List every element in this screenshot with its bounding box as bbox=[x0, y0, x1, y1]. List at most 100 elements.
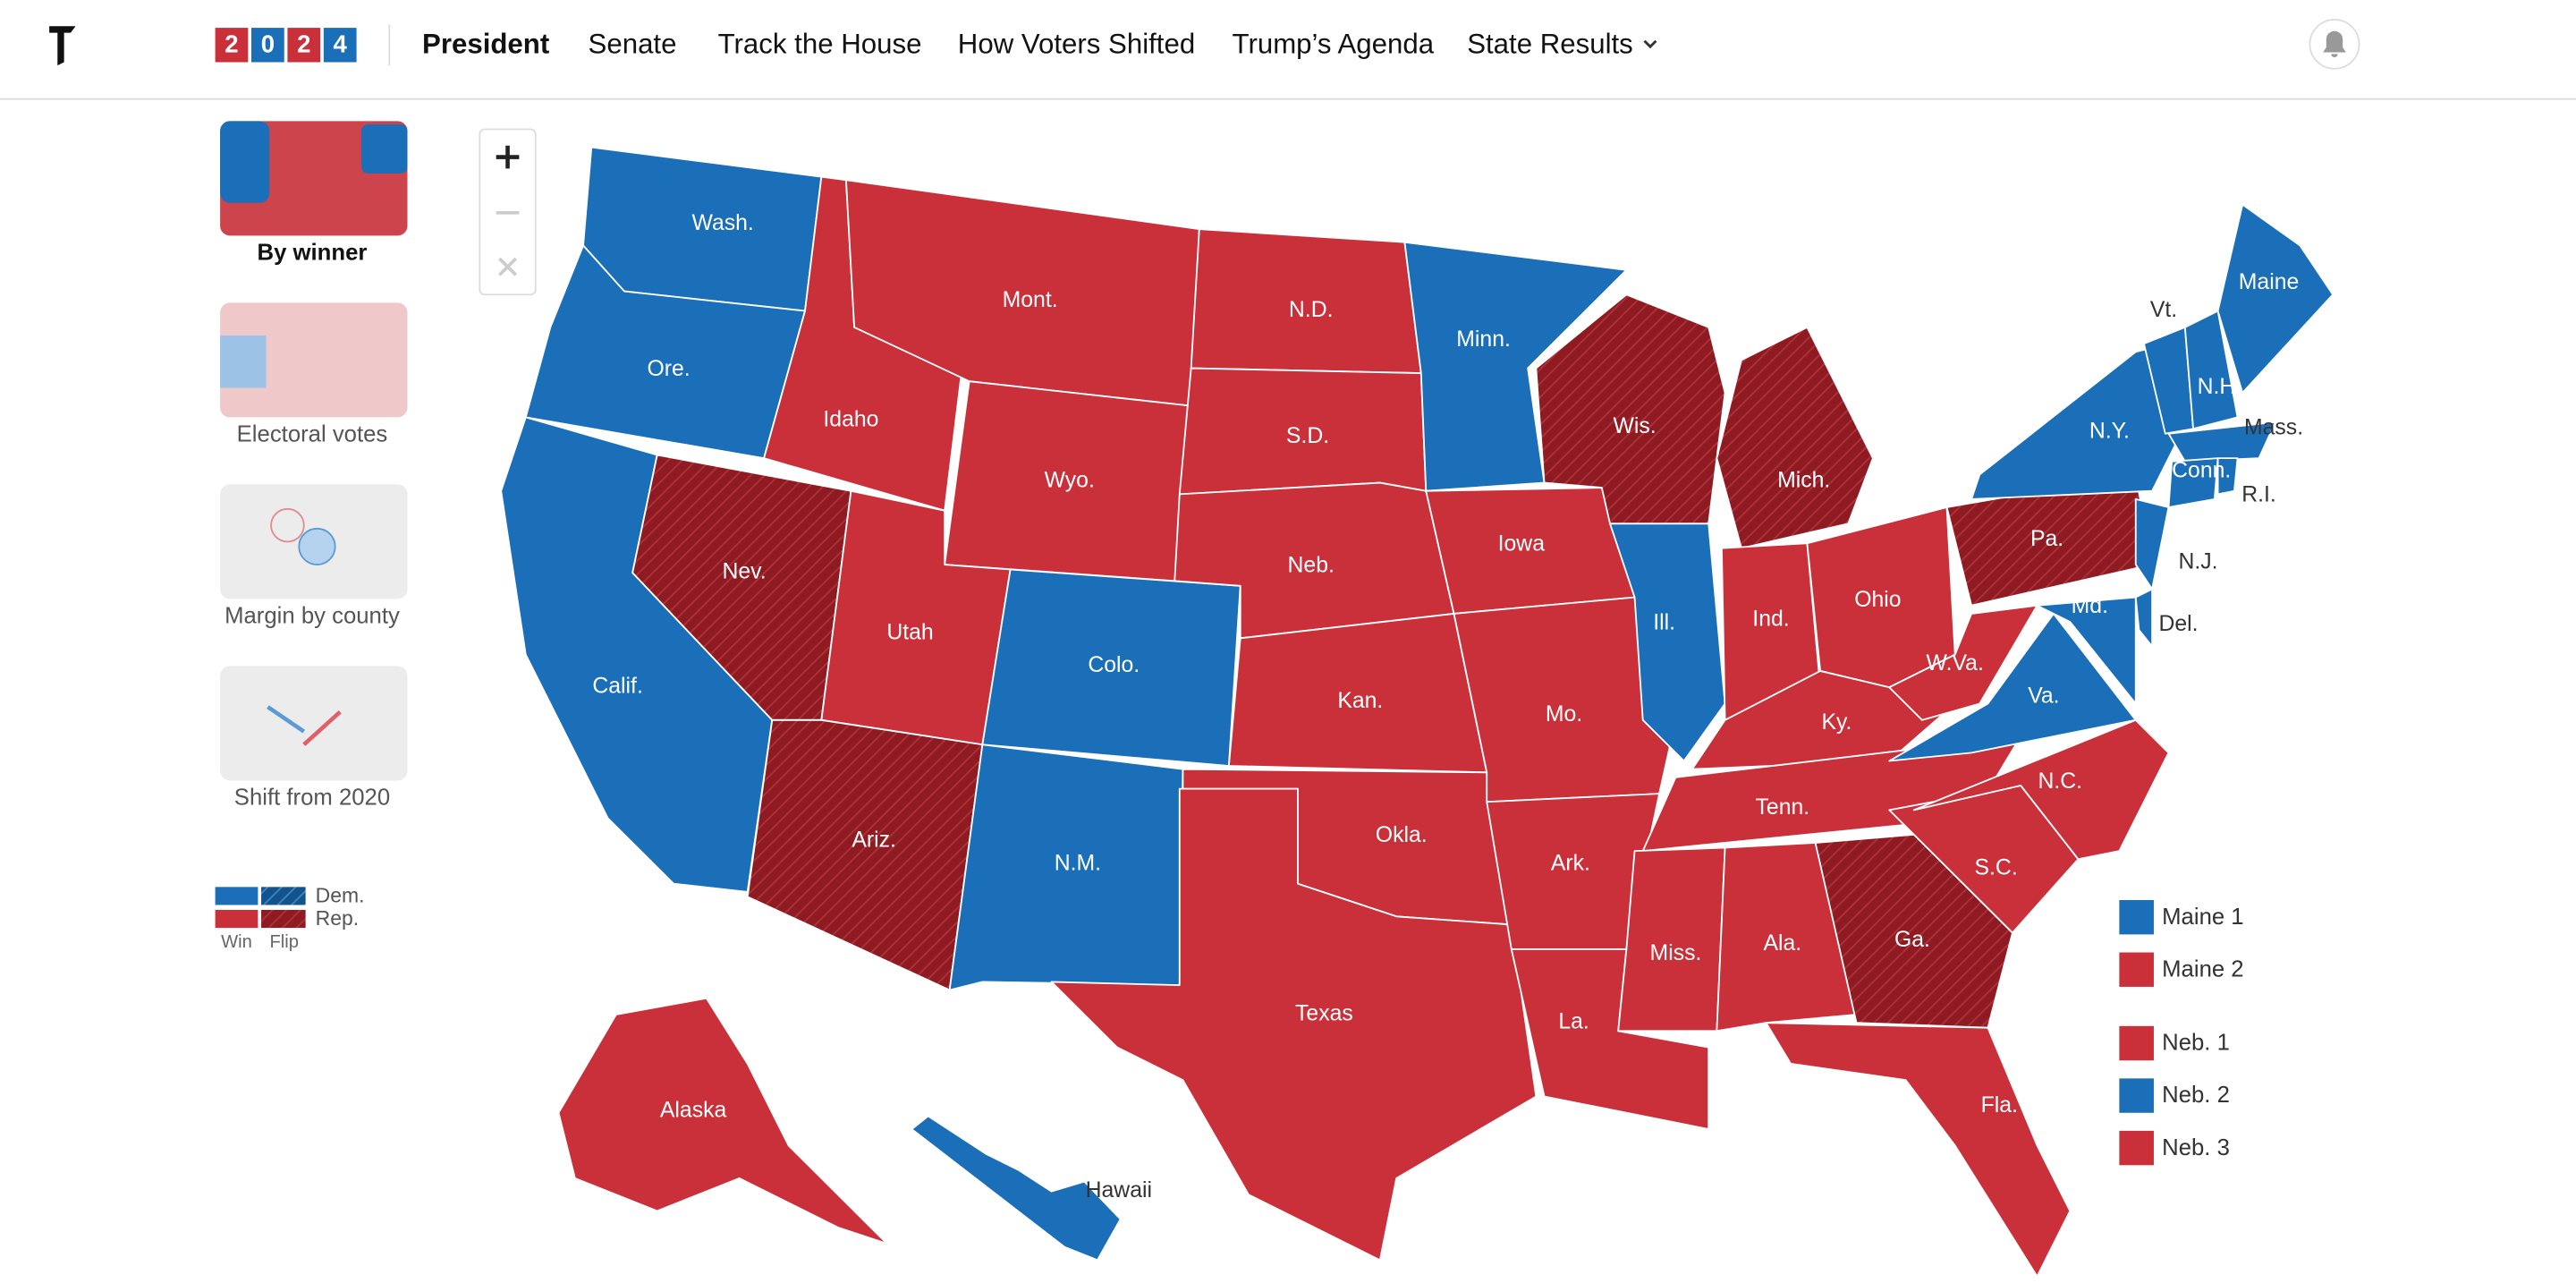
thumb-circle bbox=[298, 527, 336, 565]
state-label: Mo. bbox=[1546, 702, 1582, 726]
district-swatch[interactable] bbox=[2119, 1025, 2154, 1061]
state-label: Kan. bbox=[1337, 689, 1383, 713]
state[interactable] bbox=[2036, 596, 2137, 705]
state-label: Texas bbox=[1295, 1002, 1353, 1026]
state-label: Calif. bbox=[592, 675, 642, 699]
state-label: N.H. bbox=[2198, 375, 2242, 399]
district-label: Neb. 3 bbox=[2162, 1135, 2230, 1160]
state-label: Miss. bbox=[1650, 941, 1702, 965]
state-label: Ore. bbox=[647, 357, 690, 381]
state-label: N.C. bbox=[2038, 769, 2082, 794]
bell-icon bbox=[2323, 30, 2346, 58]
reset[interactable] bbox=[498, 257, 518, 276]
badge-digit: 2 bbox=[297, 30, 310, 58]
thumb-dem bbox=[220, 335, 267, 388]
state[interactable] bbox=[2167, 457, 2219, 508]
state-label: Del. bbox=[2158, 612, 2198, 636]
state[interactable] bbox=[1617, 846, 1726, 1032]
district-swatch[interactable] bbox=[2119, 899, 2154, 935]
state-label: R.I. bbox=[2241, 483, 2276, 507]
state[interactable] bbox=[2134, 588, 2154, 648]
state[interactable] bbox=[746, 718, 984, 991]
badge-digit: 2 bbox=[225, 30, 238, 58]
district-label: Neb. 1 bbox=[2162, 1031, 2230, 1056]
view-label[interactable]: Margin by county bbox=[225, 603, 400, 628]
view-thumbnail[interactable] bbox=[220, 302, 408, 418]
state-label: Ohio bbox=[1854, 588, 1901, 612]
legend-dem-flip bbox=[261, 887, 306, 905]
state-label: Ala. bbox=[1764, 931, 1802, 956]
state[interactable] bbox=[1716, 842, 1858, 1032]
legend-rep-flip bbox=[261, 909, 306, 929]
state-label: Iowa bbox=[1498, 532, 1546, 557]
state-label: Utah bbox=[886, 620, 933, 644]
state-label: Mich. bbox=[1777, 468, 1830, 492]
state[interactable] bbox=[2216, 457, 2239, 496]
legend-dem-win bbox=[215, 887, 258, 905]
district-label: Maine 2 bbox=[2162, 956, 2243, 981]
zoom-in[interactable] bbox=[496, 145, 520, 169]
view-label[interactable]: Electoral votes bbox=[237, 421, 388, 446]
state-label: N.D. bbox=[1289, 298, 1334, 322]
state[interactable] bbox=[2183, 310, 2239, 430]
nav-item[interactable]: Track the House bbox=[718, 28, 922, 59]
state[interactable] bbox=[1716, 326, 1874, 549]
state-label: Md. bbox=[2072, 594, 2108, 618]
view-label[interactable]: Shift from 2020 bbox=[234, 785, 390, 810]
state[interactable] bbox=[911, 1115, 1122, 1262]
legend-party: Rep. bbox=[316, 906, 359, 930]
state[interactable] bbox=[1765, 1022, 2072, 1278]
state-label: La. bbox=[1558, 1010, 1589, 1034]
state-label: Neb. bbox=[1288, 553, 1335, 577]
state-label: Colo. bbox=[1088, 653, 1140, 677]
thumb-dem bbox=[220, 121, 270, 203]
state-label: Wash. bbox=[691, 211, 753, 235]
legend-kind: Win bbox=[221, 932, 252, 952]
state[interactable] bbox=[1050, 787, 1538, 1262]
nav-item[interactable]: State Results bbox=[1467, 28, 1633, 59]
legend-kind: Flip bbox=[269, 932, 299, 952]
nav-item[interactable]: Senate bbox=[589, 28, 677, 59]
state-label: Ariz. bbox=[852, 828, 896, 853]
state-label: S.C. bbox=[1975, 856, 2018, 880]
thumb-circle bbox=[270, 507, 305, 543]
state[interactable] bbox=[2134, 497, 2170, 591]
state-label: N.Y. bbox=[2089, 419, 2130, 443]
state-label: Idaho bbox=[823, 408, 878, 432]
state-label: Ga. bbox=[1894, 928, 1930, 952]
view-thumbnail[interactable] bbox=[220, 666, 408, 781]
state[interactable] bbox=[2216, 203, 2334, 394]
nav-item[interactable]: President bbox=[422, 28, 549, 59]
state-label: Fla. bbox=[1981, 1093, 2018, 1117]
state[interactable] bbox=[1970, 343, 2178, 500]
thumb-dem bbox=[361, 124, 408, 174]
state-label: N.J. bbox=[2179, 550, 2218, 574]
nav-item[interactable]: How Voters Shifted bbox=[958, 28, 1195, 59]
view-label[interactable]: By winner bbox=[258, 240, 368, 265]
state[interactable] bbox=[557, 997, 888, 1245]
legend-rep-win bbox=[215, 909, 258, 929]
district-swatch[interactable] bbox=[2119, 952, 2154, 987]
state[interactable] bbox=[1609, 523, 1726, 762]
state-label: Ind. bbox=[1752, 608, 1789, 632]
state[interactable] bbox=[1888, 612, 2137, 762]
badge-box bbox=[215, 28, 249, 63]
district-swatch[interactable] bbox=[2119, 1078, 2154, 1113]
state-label: W.Va. bbox=[1927, 651, 1984, 675]
state[interactable] bbox=[2167, 421, 2276, 463]
logo[interactable] bbox=[49, 26, 76, 66]
nav-item[interactable]: Trump’s Agenda bbox=[1233, 28, 1435, 59]
state-label: Ill. bbox=[1653, 610, 1675, 634]
state-label: Ky. bbox=[1821, 710, 1852, 735]
state[interactable] bbox=[1814, 833, 2013, 1029]
district-label: Neb. 2 bbox=[2162, 1083, 2230, 1108]
thumb-arrow bbox=[302, 709, 342, 746]
district-swatch[interactable] bbox=[2119, 1130, 2154, 1166]
zoom-controls bbox=[479, 128, 537, 296]
state-label: Tenn. bbox=[1756, 795, 1810, 820]
state-label: Va. bbox=[2028, 684, 2059, 709]
state-label: Ark. bbox=[1551, 851, 1590, 875]
district-label: Maine 1 bbox=[2162, 905, 2243, 930]
